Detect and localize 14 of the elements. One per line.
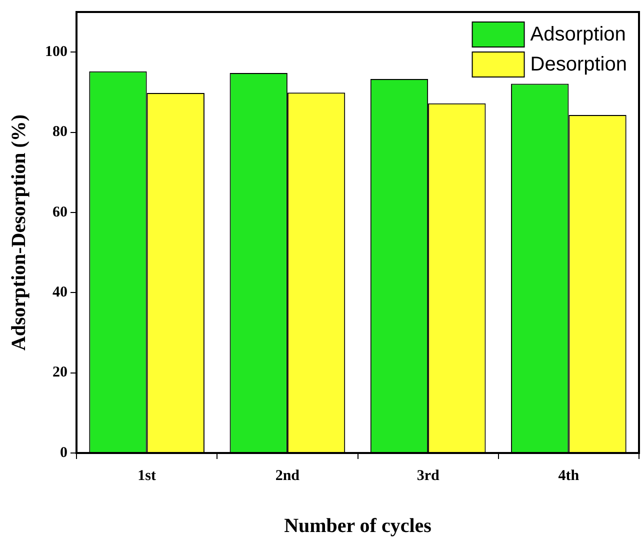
x-tick-label: 4th <box>558 468 580 484</box>
y-tick-label: 60 <box>52 204 68 220</box>
y-tick-label: 100 <box>45 44 68 60</box>
legend-label: Adsorption <box>530 24 626 46</box>
y-tick-label: 20 <box>52 364 68 381</box>
y-axis-title: Adsorption-Desorption (%) <box>8 114 30 351</box>
x-tick-label: 3rd <box>416 468 440 484</box>
legend-label: Desorption <box>530 54 627 76</box>
y-tick-label: 80 <box>52 124 68 140</box>
x-axis-title: Number of cycles <box>284 515 432 538</box>
x-tick-label: 1st <box>138 468 156 484</box>
y-tick-label: 0 <box>60 444 68 461</box>
y-tick-label: 40 <box>52 284 68 301</box>
x-tick-label: 2nd <box>275 468 300 484</box>
